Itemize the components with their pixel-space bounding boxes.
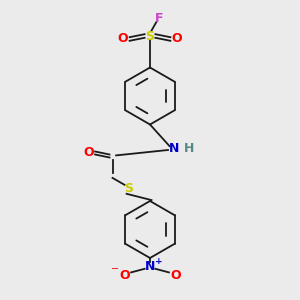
Text: H: H bbox=[184, 142, 194, 155]
Text: O: O bbox=[170, 269, 181, 282]
Text: O: O bbox=[118, 32, 128, 46]
Text: S: S bbox=[146, 29, 154, 43]
Text: F: F bbox=[155, 11, 163, 25]
Text: O: O bbox=[172, 32, 182, 46]
Text: +: + bbox=[155, 256, 163, 266]
Text: −: − bbox=[111, 264, 120, 274]
Text: S: S bbox=[124, 182, 134, 196]
Text: O: O bbox=[119, 269, 130, 282]
Text: N: N bbox=[169, 142, 179, 155]
Text: N: N bbox=[145, 260, 155, 273]
Text: O: O bbox=[83, 146, 94, 160]
